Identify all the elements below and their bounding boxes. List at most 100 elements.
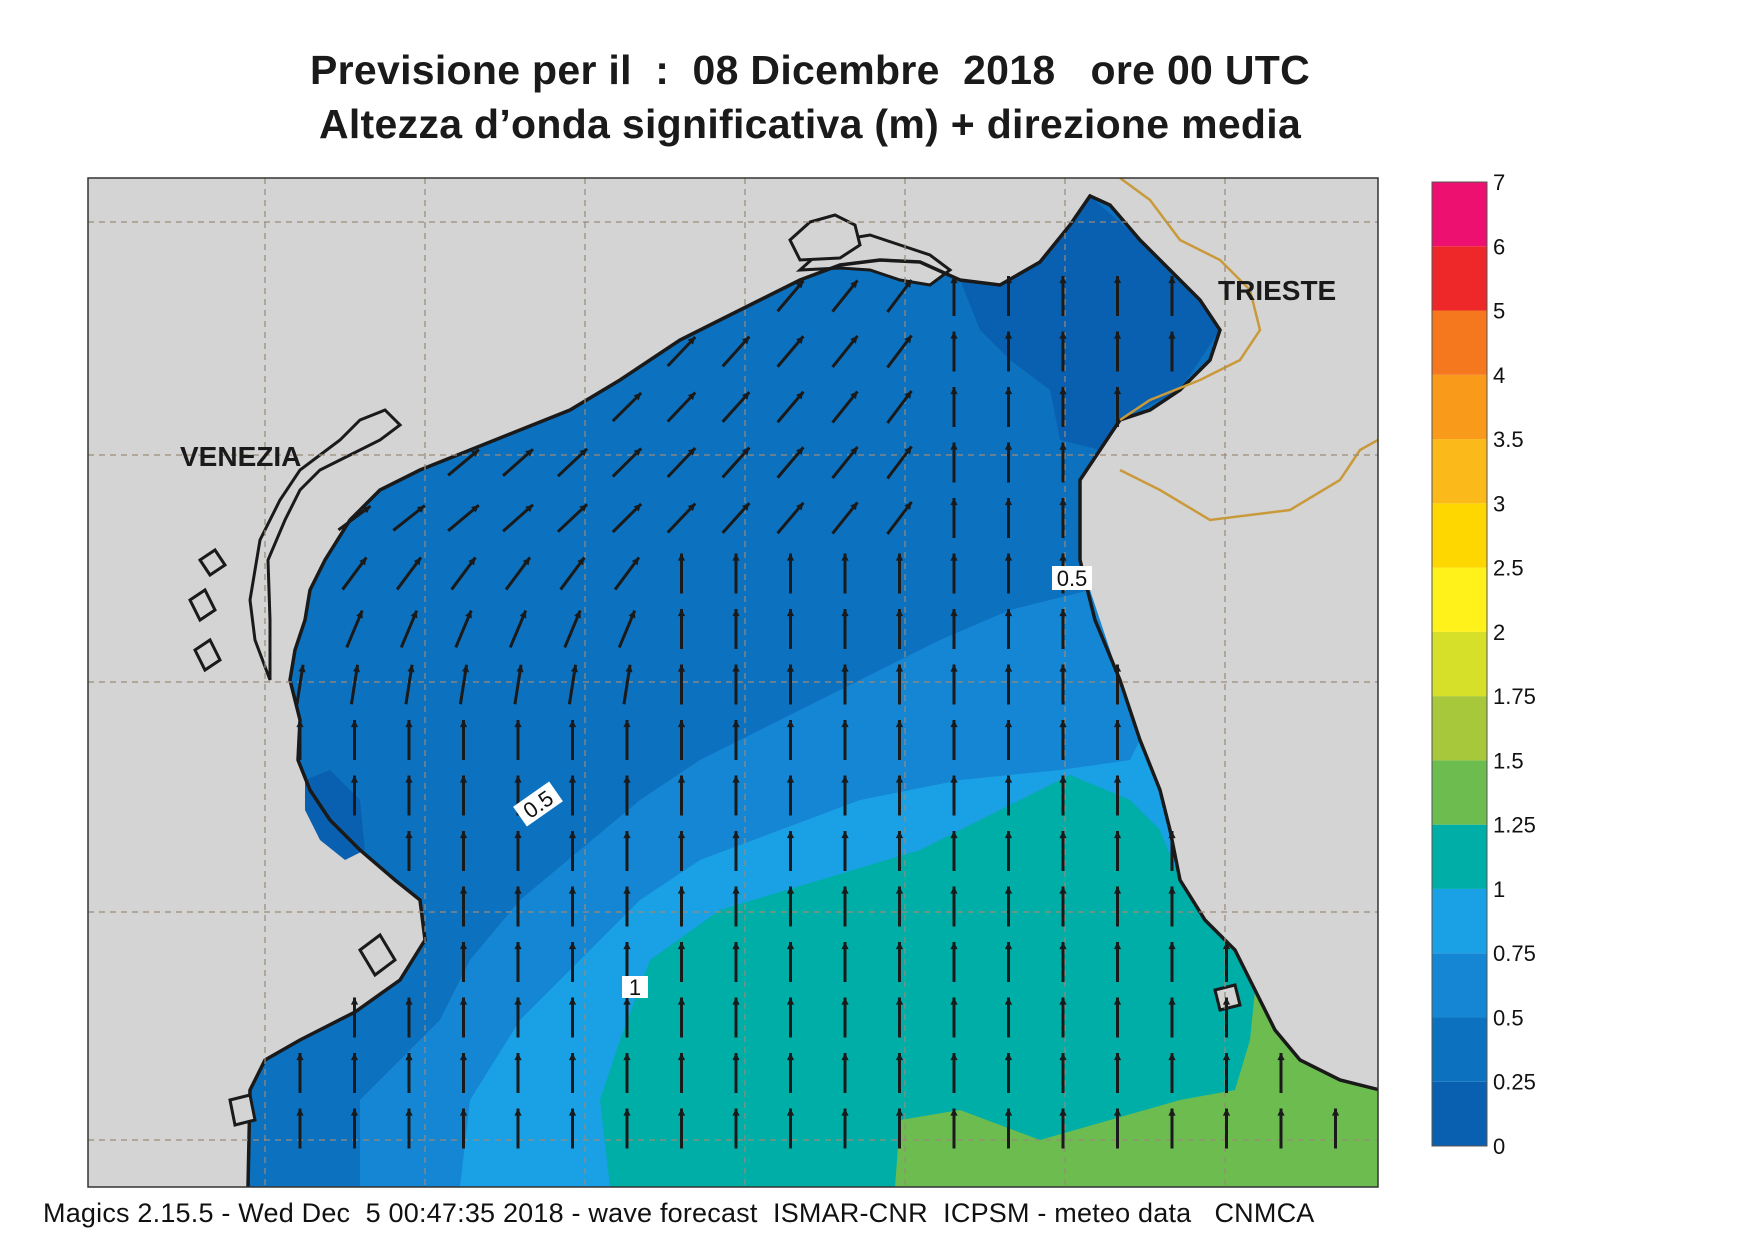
country-border: [1119, 178, 1378, 522]
direction-arrow-head: [841, 831, 849, 839]
direction-arrow-head: [1004, 442, 1013, 450]
colorbar-swatch: [1432, 760, 1487, 825]
direction-arrow-head: [405, 831, 413, 839]
colorbar-swatch: [1432, 567, 1487, 632]
direction-arrow-head: [786, 664, 795, 672]
credits-footer: Magics 2.15.5 - Wed Dec 5 00:47:35 2018 …: [43, 1198, 1315, 1228]
colorbar-tick-label: 3.5: [1493, 427, 1524, 452]
colorbar-swatch: [1432, 696, 1487, 761]
colorbar-swatch: [1432, 439, 1487, 504]
direction-arrow-head: [1168, 276, 1176, 284]
direction-arrow-head: [732, 886, 740, 894]
direction-arrow-head: [950, 886, 958, 894]
direction-arrow-head: [296, 1108, 304, 1116]
direction-arrow-head: [895, 720, 904, 728]
direction-arrow-head: [623, 1053, 631, 1061]
direction-arrow-head: [1004, 997, 1013, 1005]
direction-arrow-head: [950, 720, 958, 728]
direction-arrow-head: [677, 942, 686, 950]
direction-arrow-head: [471, 449, 479, 458]
direction-arrow-head: [628, 610, 636, 619]
direction-arrow-head: [1059, 609, 1067, 617]
direction-arrow-head: [841, 997, 849, 1005]
direction-arrow-head: [1113, 387, 1122, 395]
colorbar-tick-label: 0.25: [1493, 1070, 1536, 1095]
colorbar-swatch: [1432, 824, 1487, 889]
direction-arrow-head: [1004, 276, 1013, 284]
direction-arrow-head: [525, 449, 533, 457]
colorbar-swatch: [1432, 888, 1487, 954]
direction-arrow-head: [459, 775, 468, 783]
direction-arrow-head: [895, 831, 904, 839]
direction-arrow-head: [1059, 886, 1067, 894]
sea-0-025-zone-west: [305, 770, 365, 860]
direction-arrow-head: [950, 664, 958, 672]
direction-arrow-head: [904, 391, 912, 399]
direction-arrow-head: [623, 942, 631, 950]
direction-arrow-head: [633, 392, 642, 401]
direction-arrow-head: [350, 720, 359, 728]
colorbar-tick-label: 5: [1493, 299, 1505, 324]
direction-arrow-head: [362, 506, 371, 514]
direction-arrow-head: [459, 942, 468, 950]
direction-arrow-head: [841, 775, 849, 783]
direction-arrow-head: [574, 610, 581, 619]
direction-arrow-head: [459, 1108, 468, 1116]
colorbar-swatch: [1432, 310, 1487, 375]
direction-arrow-head: [677, 1053, 686, 1061]
direction-arrow-head: [623, 831, 631, 839]
direction-arrow-head: [514, 775, 522, 783]
colorbar-tick-label: 1: [1493, 877, 1505, 902]
direction-arrow-head: [525, 504, 533, 513]
direction-arrow-head: [677, 664, 686, 672]
place-label-trieste: TRIESTE: [1218, 275, 1336, 306]
wave-height-colorbar: 0 0.25 0.5 0.75 1 1.25 1.5 1.75 2 2.5 3 3.5 4 5 6 7: [1431, 170, 1536, 1159]
place-label-venezia: VENEZIA: [180, 441, 301, 472]
direction-arrow-head: [950, 609, 958, 617]
direction-arrow-head: [1059, 720, 1067, 728]
direction-arrow-head: [579, 504, 588, 512]
direction-arrow-head: [1113, 997, 1122, 1005]
svg-text:1: 1: [629, 975, 641, 1000]
direction-arrow-head: [677, 720, 686, 728]
direction-arrow-head: [296, 1053, 304, 1061]
direction-arrow-head: [786, 942, 795, 950]
direction-arrow-head: [631, 557, 639, 566]
direction-arrow-head: [677, 886, 686, 894]
direction-arrow-head: [568, 720, 577, 728]
direction-arrow-head: [1222, 997, 1231, 1005]
direction-arrow-head: [519, 610, 527, 619]
direction-arrow-head: [904, 446, 912, 455]
direction-arrow-head: [1004, 775, 1013, 783]
direction-arrow-head: [514, 720, 522, 728]
direction-arrow-head: [471, 505, 479, 513]
direction-arrow-head: [577, 557, 585, 566]
direction-arrow-head: [1059, 331, 1067, 339]
direction-arrow-head: [786, 609, 795, 617]
direction-arrow-head: [786, 720, 795, 728]
colorbar-swatch: [1432, 1017, 1487, 1082]
direction-arrow-head: [568, 831, 577, 839]
map-title-forecast-date: Previsione per il : 08 Dicembre 2018 ore…: [309, 47, 1311, 93]
direction-arrow-head: [1113, 1108, 1122, 1116]
direction-arrow-head: [895, 664, 904, 672]
direction-arrow-head: [623, 720, 631, 728]
direction-arrow-head: [904, 280, 912, 288]
direction-arrow-head: [950, 498, 958, 506]
direction-arrow-head: [950, 331, 958, 339]
colorbar-tick-label: 4: [1493, 363, 1505, 388]
direction-arrow-head: [468, 557, 476, 566]
colorbar-swatch: [1432, 374, 1487, 440]
direction-arrow-head: [950, 387, 958, 395]
direction-arrow-head: [1059, 442, 1067, 450]
colorbar-tick-label: 1.25: [1493, 813, 1536, 838]
direction-arrow-head: [1113, 886, 1122, 894]
direction-arrow-head: [1113, 331, 1122, 339]
direction-arrow-head: [1168, 1108, 1176, 1116]
direction-arrow-head: [625, 664, 633, 673]
direction-arrow-head: [677, 775, 686, 783]
direction-arrow-head: [741, 503, 750, 511]
direction-arrow-head: [416, 505, 425, 513]
colorbar-swatch: [1432, 1081, 1487, 1146]
direction-arrow-head: [459, 831, 468, 839]
